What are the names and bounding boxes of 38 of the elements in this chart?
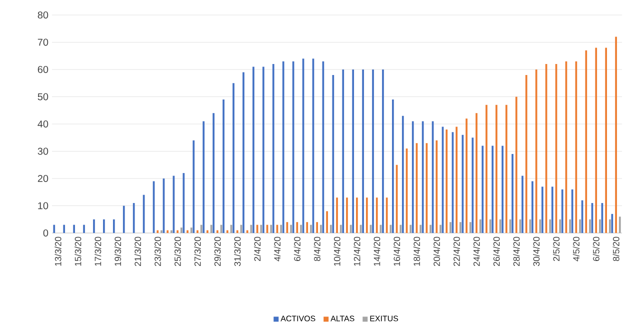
x-tick-label: 19/3/20 bbox=[114, 237, 122, 266]
x-tick-label: 6/4/20 bbox=[294, 237, 300, 262]
x-tick-label: 28/4/20 bbox=[513, 237, 520, 266]
y-tick-label: 30 bbox=[38, 148, 48, 155]
y-tick-label: 40 bbox=[38, 120, 48, 128]
x-tick-label: 12/4/20 bbox=[354, 237, 360, 266]
x-tick-label: 20/4/20 bbox=[433, 237, 440, 266]
x-tick-label: 2/4/20 bbox=[254, 237, 261, 262]
x-tick-label: 23/3/20 bbox=[154, 237, 161, 266]
x-tick-label: 30/4/20 bbox=[533, 237, 540, 266]
x-tick-label: 8/5/20 bbox=[612, 237, 620, 262]
x-tick-label: 18/4/20 bbox=[413, 237, 420, 266]
x-tick-label: 29/3/20 bbox=[214, 237, 221, 266]
x-tick-label: 15/3/20 bbox=[74, 237, 82, 266]
x-tick-label: 27/3/20 bbox=[194, 237, 201, 266]
y-tick-label: 80 bbox=[38, 12, 48, 19]
y-tick-label: 0 bbox=[43, 230, 48, 237]
x-tick-label: 4/5/20 bbox=[572, 237, 580, 262]
x-tick-label: 10/4/20 bbox=[334, 237, 340, 266]
x-tick-label: 2/5/20 bbox=[552, 237, 560, 262]
y-tick-label: 50 bbox=[38, 93, 48, 100]
x-tick-label: 8/4/20 bbox=[314, 237, 320, 262]
x-tick-label: 22/4/20 bbox=[453, 237, 460, 266]
x-tick-label: 17/3/20 bbox=[94, 237, 102, 266]
x-tick-label: 16/4/20 bbox=[394, 237, 400, 266]
y-tick-label: 10 bbox=[38, 202, 48, 210]
y-tick-label: 60 bbox=[38, 66, 48, 74]
x-tick-label: 21/3/20 bbox=[134, 237, 142, 266]
x-tick-label: 26/4/20 bbox=[493, 237, 500, 266]
x-tick-label: 14/4/20 bbox=[374, 237, 380, 266]
y-tick-label: 70 bbox=[38, 38, 48, 46]
y-tick-label: 20 bbox=[38, 175, 48, 182]
x-tick-label: 31/3/20 bbox=[234, 237, 241, 266]
x-tick-label: 24/4/20 bbox=[473, 237, 480, 266]
x-tick-label: 13/3/20 bbox=[54, 237, 62, 266]
x-tick-label: 25/3/20 bbox=[174, 237, 181, 266]
x-tick-label: 6/5/20 bbox=[592, 237, 600, 262]
x-tick-label: 4/4/20 bbox=[274, 237, 281, 262]
